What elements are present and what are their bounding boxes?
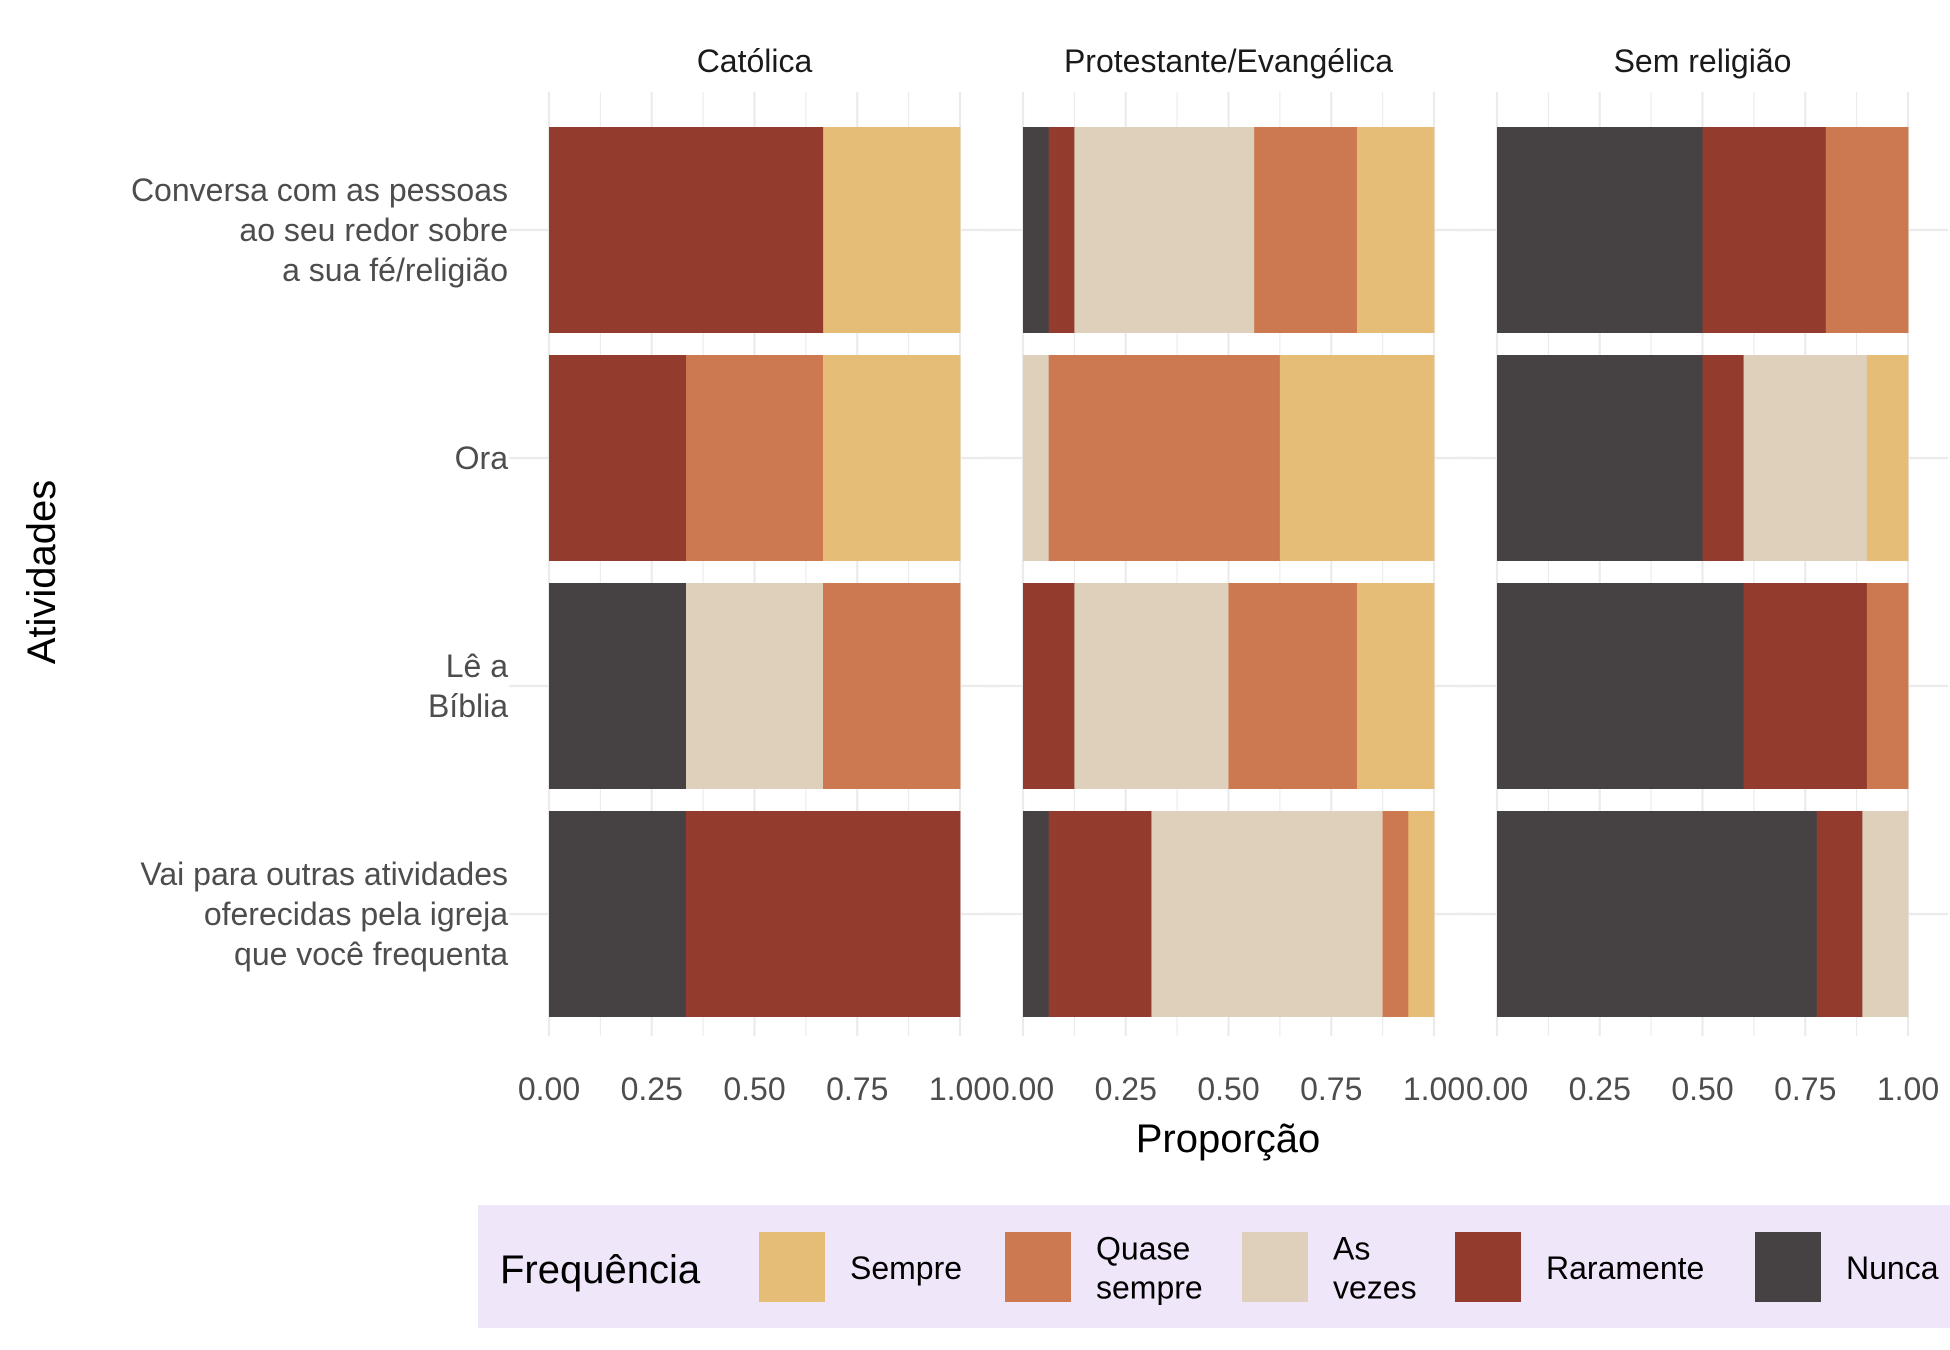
bar-segment-asvezes [1074, 583, 1229, 789]
facet-strip-label: Católica [697, 43, 813, 79]
x-tick-label: 0.50 [723, 1071, 785, 1107]
legend-label: Quase sempre [1096, 1231, 1203, 1306]
bar-segment-raramente [1048, 811, 1152, 1017]
bar-segment-asvezes [1862, 811, 1909, 1017]
legend-label: Raramente [1546, 1250, 1704, 1286]
x-tick-label: 1.00 [929, 1071, 991, 1107]
bar-segment-sempre [1866, 355, 1909, 561]
bar-segment-asvezes [1151, 811, 1384, 1017]
bar-segment-nunca [1023, 127, 1050, 333]
y-tick-label: Vai para outras atividades oferecidas pel… [140, 856, 508, 972]
bar-segment-nunca [1497, 127, 1703, 333]
bar-segment-nunca [1497, 583, 1744, 789]
bar-segment-asvezes [686, 583, 824, 789]
bar-segment-asvezes [1743, 355, 1868, 561]
bar-segment-raramente [1702, 127, 1827, 333]
x-tick-label: 0.25 [1095, 1071, 1157, 1107]
bar-segment-quase [686, 355, 824, 561]
legend-key-raramente [1455, 1232, 1521, 1302]
legend-label: As vezes [1333, 1231, 1417, 1306]
bar-segment-asvezes [1023, 355, 1050, 561]
legend-key-nunca [1755, 1232, 1821, 1302]
legend-label: Sempre [850, 1250, 962, 1286]
bar-segment-nunca [1497, 355, 1703, 561]
bar-segment-raramente [1048, 127, 1075, 333]
bar-segment-nunca [1023, 811, 1050, 1017]
x-tick-label: 0.00 [518, 1071, 580, 1107]
legend-key-asvezes [1242, 1232, 1308, 1302]
facet-catolica: Católica 0.00 0.25 0.50 0.75 1.00 [509, 43, 1000, 1107]
bar-segment-sempre [823, 355, 961, 561]
y-tick-label: Conversa com as pessoas ao seu redor sobr… [131, 172, 508, 288]
x-axis-title: Proporção [1136, 1117, 1321, 1161]
y-tick-label: Lê a Bíblia [428, 648, 508, 724]
legend-label: Nunca [1846, 1250, 1939, 1286]
bar-segment-sempre [1356, 127, 1435, 333]
bar-segment-quase [823, 583, 961, 789]
bar-segment-quase [1228, 583, 1358, 789]
bar-segment-raramente [549, 127, 824, 333]
bar-segment-quase [1866, 583, 1909, 789]
facet-sem-religiao: Sem religião 0.00 0.25 0.50 0.75 1.00 [1457, 43, 1948, 1107]
bar-segment-quase [1382, 811, 1409, 1017]
bar-segment-raramente [1743, 583, 1868, 789]
legend-background [478, 1205, 1950, 1328]
legend-key-sempre [759, 1232, 825, 1302]
x-tick-label: 1.00 [1877, 1071, 1939, 1107]
bar-segment-sempre [1408, 811, 1435, 1017]
facet-strip-label: Sem religião [1614, 43, 1792, 79]
bar-segment-quase [1254, 127, 1358, 333]
bar-segment-raramente [1702, 355, 1744, 561]
y-tick-label: Ora [455, 440, 509, 476]
bar-segment-raramente [685, 811, 961, 1017]
bar-segment-nunca [1497, 811, 1818, 1017]
x-tick-label: 0.75 [1774, 1071, 1836, 1107]
bar-segment-sempre [823, 127, 961, 333]
x-tick-label: 0.25 [621, 1071, 683, 1107]
facet-protestante-evangelica: Protestante/Evangélica 0.00 0.25 0.50 0.75 1.… [983, 43, 1474, 1107]
x-tick-label: 0.50 [1671, 1071, 1733, 1107]
bar-segment-quase [1825, 127, 1909, 333]
x-tick-label: 0.75 [826, 1071, 888, 1107]
bar-segment-sempre [1279, 355, 1435, 561]
legend-key-quase [1005, 1232, 1071, 1302]
y-axis-title: Atividades [20, 480, 64, 665]
x-tick-label: 0.25 [1569, 1071, 1631, 1107]
x-tick-label: 0.50 [1197, 1071, 1259, 1107]
bar-segment-raramente [549, 355, 687, 561]
legend: Frequência Sempre Quase sempre As vezes Raram… [478, 1205, 1950, 1328]
bar-segment-nunca [549, 811, 687, 1017]
x-tick-label: 0.75 [1300, 1071, 1362, 1107]
bar-segment-raramente [1816, 811, 1863, 1017]
bar-segment-quase [1048, 355, 1281, 561]
bar-segment-asvezes [1074, 127, 1255, 333]
bar-segment-sempre [1356, 583, 1435, 789]
legend-title: Frequência [500, 1248, 701, 1292]
x-tick-label: 0.00 [1466, 1071, 1528, 1107]
x-tick-label: 0.00 [992, 1071, 1054, 1107]
bar-segment-raramente [1023, 583, 1075, 789]
facet-strip-label: Protestante/Evangélica [1064, 43, 1393, 79]
y-axis-labels: Conversa com as pessoas ao seu redor sobr… [131, 172, 508, 972]
x-tick-label: 1.00 [1403, 1071, 1465, 1107]
bar-segment-nunca [549, 583, 687, 789]
